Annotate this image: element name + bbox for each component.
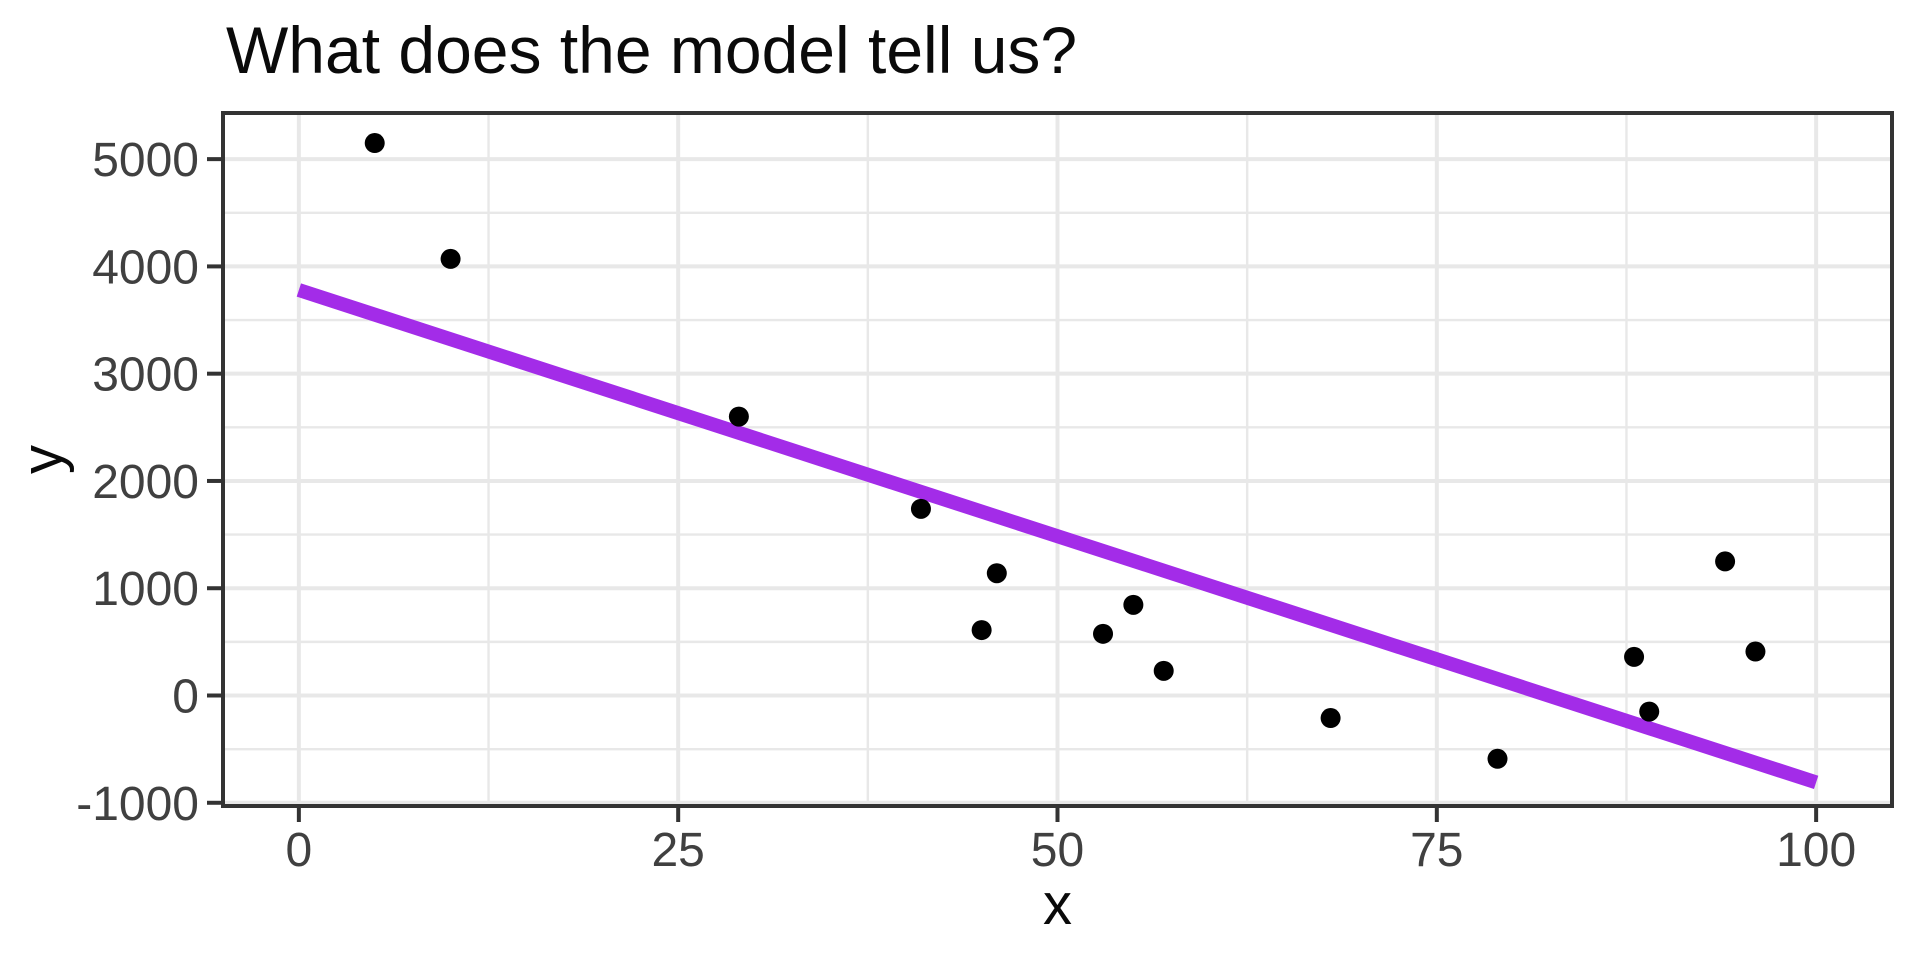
- y-tick-label: 1000: [92, 563, 199, 616]
- y-axis-title: y: [10, 445, 75, 474]
- data-point: [1153, 660, 1174, 681]
- y-tick-label: 5000: [92, 134, 199, 187]
- y-tick-label: 0: [172, 671, 199, 724]
- data-point: [1639, 701, 1660, 722]
- y-tick-label: 3000: [92, 349, 199, 402]
- chart-title: What does the model tell us?: [226, 13, 1078, 87]
- x-tick-label: 0: [286, 824, 313, 877]
- x-axis-title: x: [1043, 872, 1072, 937]
- data-point: [910, 498, 931, 519]
- data-point: [1745, 641, 1766, 662]
- data-point: [1320, 708, 1341, 729]
- trend-line: [296, 283, 1819, 790]
- x-tick-label: 75: [1410, 824, 1463, 877]
- data-point: [1093, 623, 1114, 644]
- panel-border: [221, 111, 1894, 808]
- data-point: [1487, 748, 1508, 769]
- y-tick-label: 4000: [92, 241, 199, 294]
- y-tick-label: -1000: [76, 778, 199, 831]
- data-point: [728, 406, 749, 427]
- data-point: [364, 133, 385, 154]
- data-point: [971, 620, 992, 641]
- x-tick-label: 50: [1031, 824, 1084, 877]
- data-point: [1624, 646, 1645, 667]
- x-tick-label: 25: [651, 824, 704, 877]
- data-point: [986, 563, 1007, 584]
- x-tick-label: 100: [1776, 824, 1856, 877]
- data-point: [440, 248, 461, 269]
- y-tick-label: 2000: [92, 456, 199, 509]
- data-point: [1715, 551, 1736, 572]
- data-point: [1123, 594, 1144, 615]
